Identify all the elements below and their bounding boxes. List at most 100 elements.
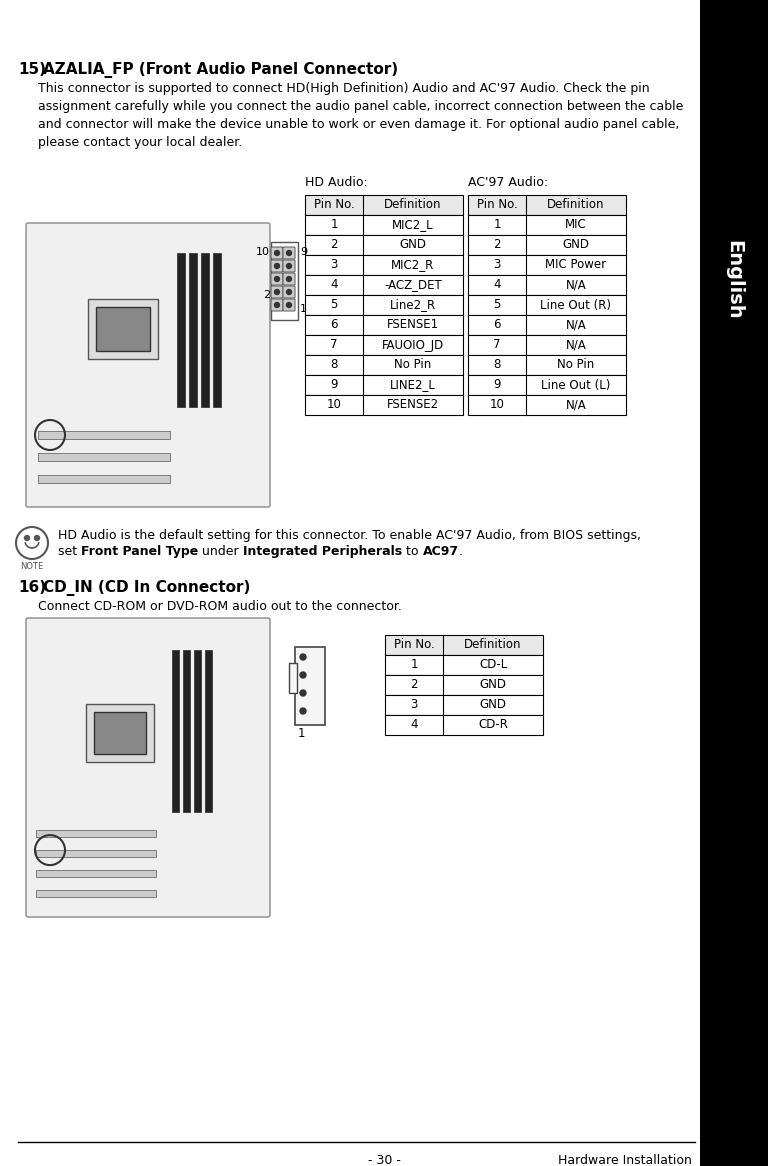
Text: 10: 10 (489, 399, 505, 412)
Bar (305, 335, 463, 354)
Bar (468, 295, 626, 315)
Bar (468, 375, 626, 395)
Circle shape (300, 654, 306, 660)
Text: CD-L: CD-L (479, 659, 507, 672)
Text: AZALIA_FP (Front Audio Panel Connector): AZALIA_FP (Front Audio Panel Connector) (43, 62, 398, 78)
Bar (271, 243, 298, 319)
Circle shape (286, 302, 292, 308)
Circle shape (35, 535, 39, 541)
Text: Line Out (R): Line Out (R) (541, 298, 611, 311)
Bar (36, 830, 156, 837)
Bar (205, 649, 212, 812)
Text: FAUOIO_JD: FAUOIO_JD (382, 338, 444, 351)
Text: No Pin: No Pin (558, 358, 594, 372)
Circle shape (274, 302, 280, 308)
Circle shape (25, 535, 29, 541)
Text: HD Audio:: HD Audio: (305, 176, 368, 189)
Text: 8: 8 (330, 358, 338, 372)
Text: English: English (724, 240, 743, 319)
Text: 6: 6 (330, 318, 338, 331)
Text: 7: 7 (493, 338, 501, 351)
Text: set: set (58, 545, 81, 559)
Text: 1: 1 (330, 218, 338, 232)
Text: Connect CD-ROM or DVD-ROM audio out to the connector.: Connect CD-ROM or DVD-ROM audio out to t… (38, 600, 402, 613)
Text: No Pin: No Pin (395, 358, 432, 372)
Bar (183, 649, 190, 812)
FancyBboxPatch shape (283, 260, 295, 272)
Text: - 30 -: - 30 - (368, 1154, 400, 1166)
Text: 9: 9 (300, 247, 307, 257)
Bar (305, 395, 463, 415)
FancyBboxPatch shape (283, 247, 295, 259)
Text: 3: 3 (410, 698, 418, 711)
Bar (305, 215, 463, 236)
Text: GND: GND (479, 679, 507, 691)
Text: 1: 1 (298, 726, 306, 740)
Bar (305, 255, 463, 275)
Bar (36, 850, 156, 857)
Text: please contact your local dealer.: please contact your local dealer. (38, 136, 242, 149)
Text: MIC2_R: MIC2_R (392, 259, 435, 272)
FancyBboxPatch shape (283, 286, 295, 298)
Bar (38, 452, 170, 461)
Bar (385, 715, 543, 735)
FancyBboxPatch shape (271, 260, 283, 272)
Text: .: . (458, 545, 463, 559)
Text: Front Panel Type: Front Panel Type (81, 545, 198, 559)
Text: Line Out (L): Line Out (L) (541, 379, 611, 392)
Circle shape (300, 690, 306, 696)
Text: N/A: N/A (565, 399, 587, 412)
Bar (305, 195, 463, 215)
Bar (194, 649, 201, 812)
Text: GND: GND (562, 239, 590, 252)
Bar (468, 236, 626, 255)
Text: CD_IN (CD In Connector): CD_IN (CD In Connector) (43, 580, 250, 596)
Bar (468, 215, 626, 236)
Text: 3: 3 (493, 259, 501, 272)
Text: NOTE: NOTE (21, 562, 44, 571)
Text: 1: 1 (493, 218, 501, 232)
Text: MIC: MIC (565, 218, 587, 232)
Bar (385, 655, 543, 675)
Bar (468, 395, 626, 415)
Text: Definition: Definition (548, 198, 604, 211)
Bar (385, 635, 543, 655)
Text: 16): 16) (18, 580, 46, 595)
Bar (385, 675, 543, 695)
Text: Definition: Definition (384, 198, 442, 211)
Text: 4: 4 (330, 279, 338, 292)
Circle shape (286, 251, 292, 255)
Text: This connector is supported to connect HD(High Definition) Audio and AC'97 Audio: This connector is supported to connect H… (38, 82, 650, 94)
Text: assignment carefully while you connect the audio panel cable, incorrect connecti: assignment carefully while you connect t… (38, 100, 684, 113)
Text: MIC Power: MIC Power (545, 259, 607, 272)
FancyBboxPatch shape (271, 286, 283, 298)
Text: Definition: Definition (464, 639, 521, 652)
FancyBboxPatch shape (271, 247, 283, 259)
Text: 1: 1 (300, 304, 307, 314)
FancyBboxPatch shape (26, 618, 270, 916)
Bar (189, 253, 197, 407)
Text: 3: 3 (330, 259, 338, 272)
Text: 10: 10 (326, 399, 342, 412)
Bar (468, 275, 626, 295)
Bar (289, 663, 297, 693)
Text: GND: GND (399, 239, 426, 252)
Text: 7: 7 (330, 338, 338, 351)
Circle shape (300, 708, 306, 714)
Text: to: to (402, 545, 422, 559)
Bar (468, 195, 626, 215)
Bar (468, 354, 626, 375)
Text: FSENSE2: FSENSE2 (387, 399, 439, 412)
Text: 2: 2 (263, 290, 270, 300)
Text: Pin No.: Pin No. (313, 198, 354, 211)
Bar (38, 430, 170, 438)
Bar (305, 275, 463, 295)
Bar (305, 375, 463, 395)
Text: 5: 5 (493, 298, 501, 311)
Text: CD-R: CD-R (478, 718, 508, 731)
Text: 10: 10 (256, 247, 270, 257)
Bar (700, 0, 768, 1166)
Text: FSENSE1: FSENSE1 (387, 318, 439, 331)
Circle shape (274, 264, 280, 268)
Bar (305, 354, 463, 375)
